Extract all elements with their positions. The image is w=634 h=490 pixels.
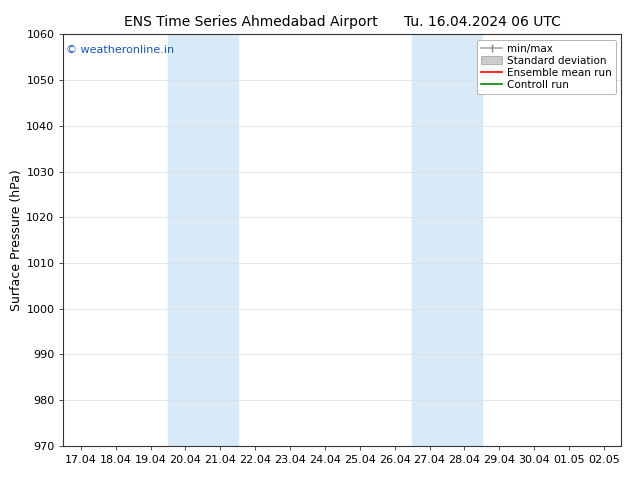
Bar (168, 34, 238, 446)
Y-axis label: Surface Pressure (hPa): Surface Pressure (hPa) (11, 169, 23, 311)
Legend: min/max, Standard deviation, Ensemble mean run, Controll run: min/max, Standard deviation, Ensemble me… (477, 40, 616, 94)
Text: © weatheronline.in: © weatheronline.in (66, 45, 174, 54)
Bar (412, 34, 482, 446)
Title: ENS Time Series Ahmedabad Airport      Tu. 16.04.2024 06 UTC: ENS Time Series Ahmedabad Airport Tu. 16… (124, 15, 561, 29)
